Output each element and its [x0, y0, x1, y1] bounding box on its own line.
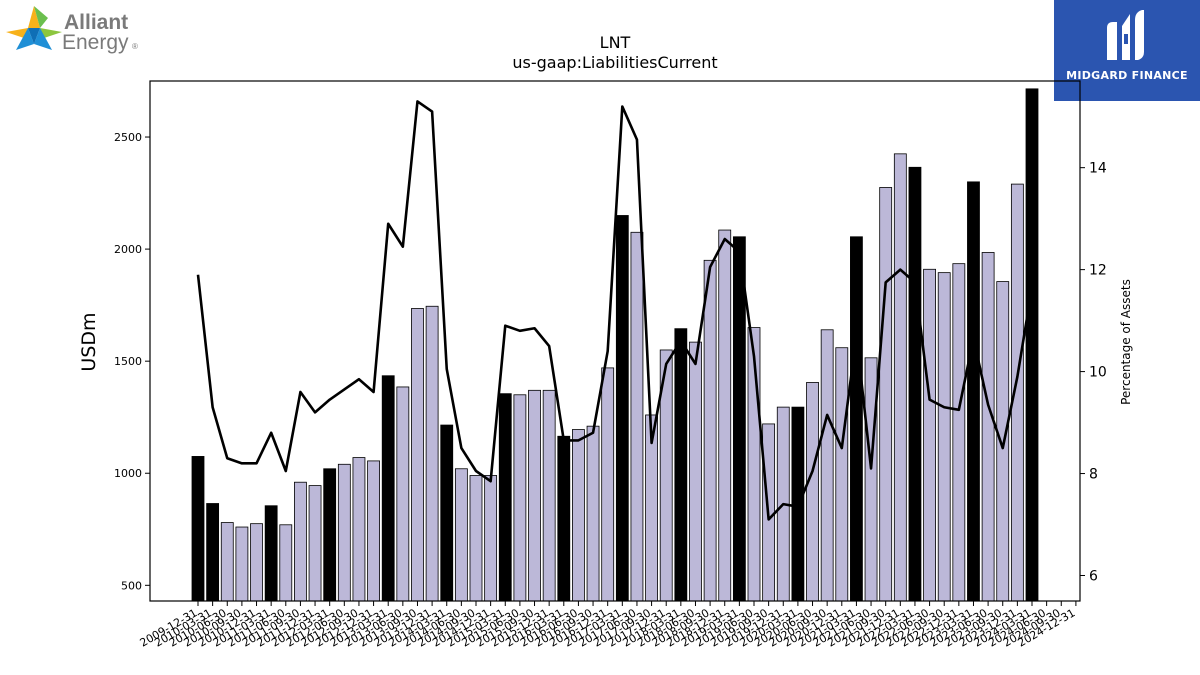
percentage-line	[196, 100, 1034, 521]
y-axis-label: USDm	[78, 312, 100, 371]
bar	[981, 252, 995, 602]
bar	[425, 305, 439, 602]
plot-frame	[149, 80, 1081, 602]
y-tick-label: 2500	[114, 131, 142, 144]
bar	[615, 215, 629, 602]
y-axis-ticks: 500 1000 1500 2000 2500	[114, 131, 150, 592]
bar	[294, 481, 307, 602]
bar	[572, 429, 585, 602]
bar	[528, 389, 541, 602]
bar	[250, 523, 263, 602]
bar	[337, 463, 351, 602]
bar	[586, 425, 600, 602]
bar	[850, 236, 863, 602]
bar	[952, 263, 966, 602]
bar	[513, 394, 527, 602]
bar	[835, 347, 849, 602]
logo-line1: Alliant	[64, 11, 128, 34]
y-tick-label: 500	[121, 579, 142, 592]
y-right-tick-label: 10	[1089, 365, 1107, 381]
logo-registered-mark: ®	[132, 42, 138, 51]
alliant-energy-logo: Alliant Energy ®	[4, 4, 144, 54]
bar	[689, 341, 702, 602]
bar	[220, 522, 234, 602]
bar	[630, 231, 644, 602]
bar	[411, 308, 424, 602]
bar	[820, 329, 834, 602]
bar	[718, 229, 732, 602]
bar	[352, 457, 366, 602]
bar	[206, 503, 220, 602]
bar	[937, 272, 951, 602]
bar	[806, 382, 819, 602]
bar	[279, 524, 293, 602]
bar	[323, 468, 337, 602]
logo-line2: Energy	[62, 31, 129, 54]
chart-title: LNT	[600, 33, 631, 52]
bar	[967, 181, 980, 602]
bar	[1025, 88, 1039, 602]
alliant-energy-mark-icon: Alliant Energy ®	[6, 6, 138, 54]
bar	[732, 236, 746, 602]
y-right-tick-label: 12	[1089, 263, 1107, 279]
bar	[381, 375, 395, 602]
bar-series	[191, 88, 1039, 602]
bar	[235, 526, 249, 602]
bar	[923, 268, 936, 602]
y-tick-label: 1500	[114, 355, 142, 368]
y-right-tick-label: 6	[1089, 569, 1098, 585]
y-axis-right-ticks: 6 8 10 12 14	[1080, 161, 1107, 585]
bar	[484, 475, 498, 602]
bar	[396, 386, 410, 602]
bar	[308, 485, 322, 602]
bar	[996, 281, 1010, 602]
y-right-tick-label: 14	[1089, 161, 1107, 177]
y-right-tick-label: 8	[1089, 467, 1098, 483]
y-tick-label: 1000	[114, 467, 142, 480]
bar	[542, 389, 556, 602]
bar	[864, 357, 878, 602]
y-tick-label: 2000	[114, 243, 142, 256]
bar	[879, 187, 893, 602]
bar	[908, 166, 922, 602]
x-axis-ticks: 2009-12-312010-03-312010-06-302010-09-30…	[138, 601, 1077, 650]
bar	[440, 424, 454, 602]
midgard-finance-mark-icon	[1107, 10, 1144, 60]
bar	[469, 475, 483, 602]
bar	[454, 468, 468, 602]
bar	[703, 259, 717, 602]
chart-subtitle: us-gaap:LiabilitiesCurrent	[512, 53, 717, 72]
y-axis-right-label: Percentage of Assets	[1119, 279, 1133, 405]
bar	[498, 393, 512, 602]
bar	[893, 153, 907, 602]
bar	[674, 328, 688, 602]
midgard-finance-logo: MIDGARD FINANCE	[1054, 0, 1200, 101]
midgard-finance-brand: MIDGARD FINANCE	[1066, 69, 1188, 82]
bar	[601, 367, 615, 602]
bar	[367, 460, 380, 602]
bar	[191, 456, 205, 602]
bar	[264, 505, 278, 602]
bar	[557, 435, 571, 602]
